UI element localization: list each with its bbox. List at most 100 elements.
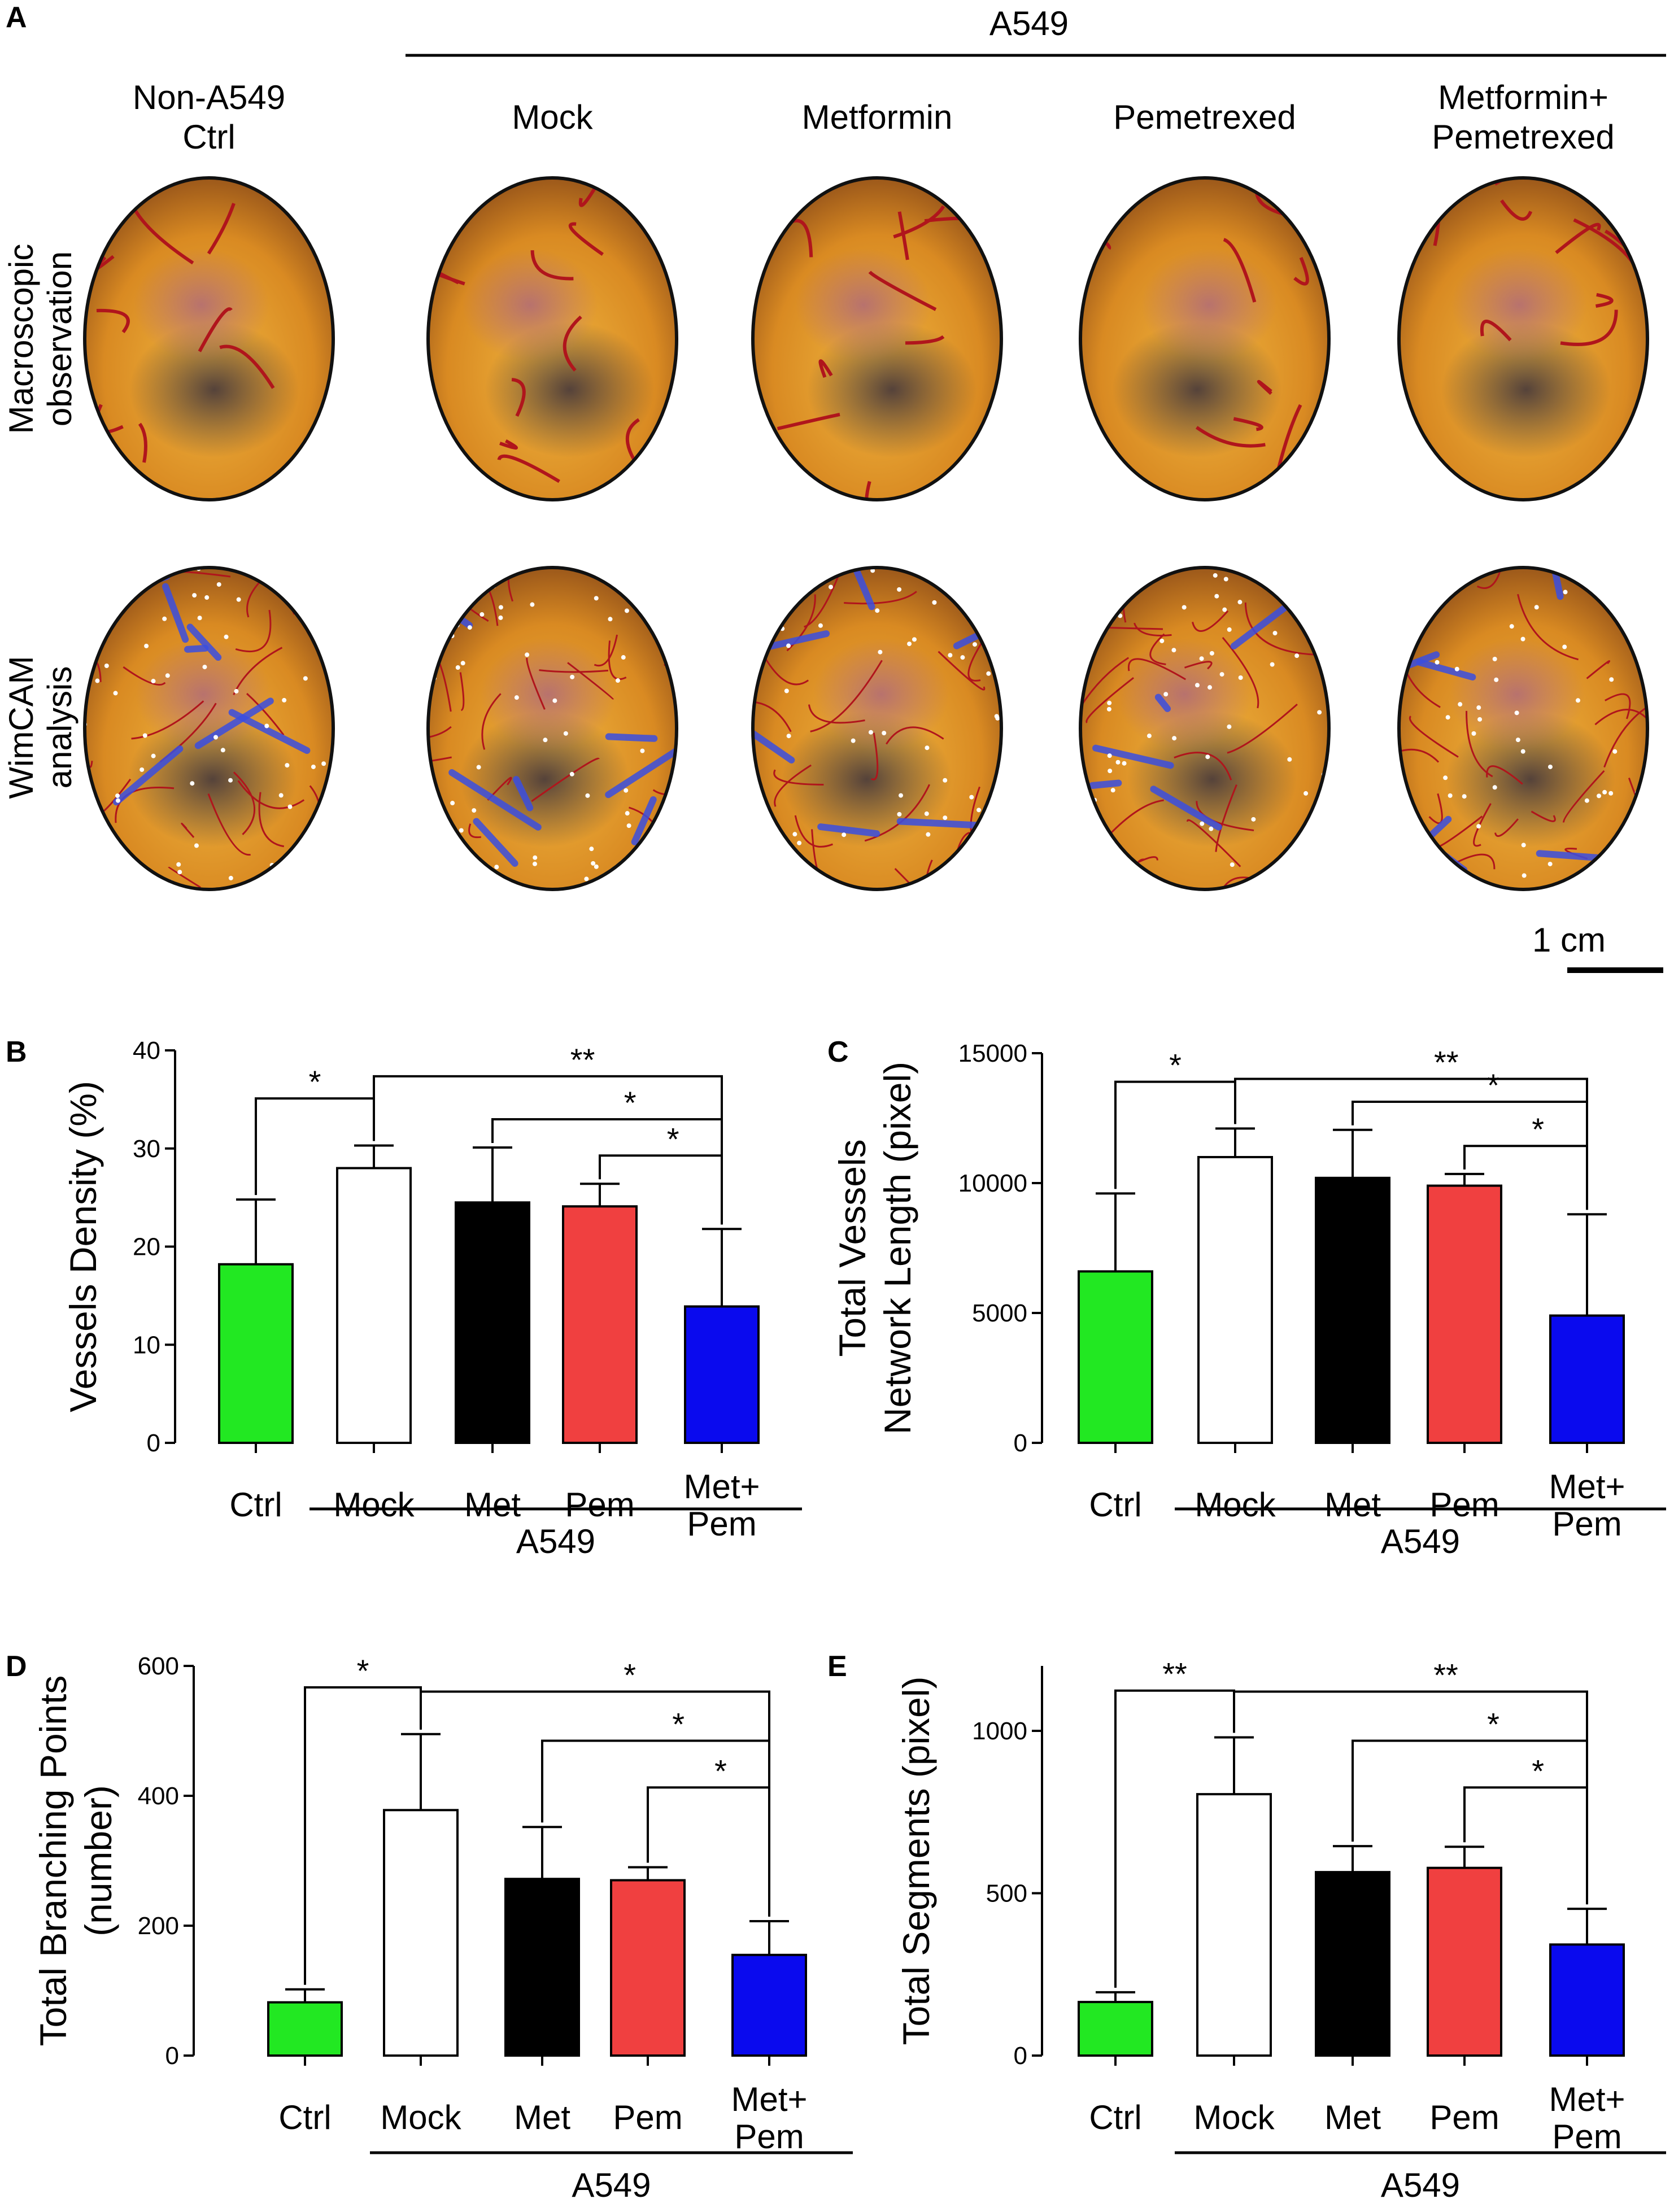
vessel-path — [938, 651, 986, 691]
row-label-wimcam: WimCAM analysis — [2, 656, 79, 799]
photo-outline — [83, 566, 335, 891]
panel-a-letter: A — [6, 1, 27, 34]
vessel-path — [636, 568, 667, 575]
vessel-path — [794, 815, 833, 848]
branch-point-dot — [190, 781, 195, 786]
vessel-path — [1080, 584, 1096, 633]
branch-point-dot — [1471, 731, 1476, 736]
vessel-path — [1080, 568, 1083, 630]
photo-outline — [1397, 566, 1649, 891]
vessel-path — [1184, 661, 1213, 670]
vessel-path — [773, 769, 824, 786]
branch-point-dot — [176, 862, 181, 867]
cam-photo-content — [753, 178, 1001, 500]
cam-photo-content — [1399, 178, 1647, 500]
significance-bracket — [1463, 1145, 1588, 1210]
significance-bracket — [599, 1154, 723, 1225]
branch-point-dot — [282, 697, 287, 703]
vessel-path — [207, 793, 251, 856]
tissue-region — [133, 248, 269, 361]
branch-point-dot — [204, 595, 210, 600]
vessel-path — [235, 609, 272, 653]
photo-outline — [751, 566, 1003, 891]
x-category-label: Ctrl — [1089, 1486, 1141, 1524]
panel-letter-e: E — [827, 1650, 847, 1683]
y-axis-label-line: Total Branching Points — [32, 1676, 74, 2047]
branch-point-dot — [621, 655, 626, 660]
vessel-path — [526, 657, 546, 710]
photo-outline — [1079, 566, 1331, 891]
vessel-path — [1500, 199, 1533, 221]
branch-point-dot — [1521, 843, 1526, 848]
panel-letter-c: C — [827, 1036, 849, 1068]
significance-bracket — [647, 1786, 770, 1917]
branch-point-dot — [948, 653, 953, 658]
x-category-label: Met — [1324, 1486, 1381, 1524]
significance-bracket — [1463, 1786, 1588, 1905]
vessel-path — [1080, 578, 1097, 588]
branch-point-dot — [1199, 656, 1204, 661]
branch-point-dot — [925, 745, 930, 751]
vessel-path — [973, 568, 1001, 584]
vessel-path — [1149, 633, 1166, 665]
bar-pem — [562, 1205, 638, 1444]
y-tick-label: 0 — [147, 1429, 160, 1457]
branch-point-dot — [321, 847, 326, 852]
analysis-vessel-path — [1150, 786, 1222, 831]
analysis-vessel-path — [1089, 779, 1122, 789]
vessel-path — [1476, 568, 1507, 589]
branch-point-dot — [1450, 576, 1455, 581]
vessel-path — [868, 270, 937, 311]
cam-photo-content — [428, 178, 677, 500]
significance-bracket — [1233, 1690, 1588, 1905]
vessel-path — [999, 693, 1001, 718]
cam-photo-metformin-wimcam — [751, 566, 1003, 891]
y-tick-label: 0 — [1014, 2042, 1027, 2070]
branch-point-dot — [234, 689, 239, 694]
x-category-label: Mock — [333, 1486, 415, 1524]
branch-point-dot — [1214, 594, 1219, 599]
branch-point-dot — [552, 698, 557, 703]
y-axis-label-line: Total Segments (pixel) — [895, 1677, 937, 2045]
chart-panel-d: D 0 200 400 600 Total Branching Points (number… — [6, 1650, 853, 2204]
branch-point-dot — [1476, 705, 1481, 710]
vessel-path — [567, 662, 614, 700]
y-axis-label-line: Vessels Density (%) — [62, 1081, 104, 1412]
branch-point-dot — [1107, 700, 1112, 705]
vessel-path — [667, 784, 677, 826]
cam-photo-mock-macroscopic — [426, 176, 678, 501]
branch-point-dot — [626, 823, 631, 828]
vessel-path — [976, 568, 993, 577]
branch-point-dot — [1230, 862, 1235, 867]
branch-point-dot — [514, 695, 519, 700]
vessel-path — [233, 771, 256, 835]
vessel-path — [563, 315, 582, 372]
vessel-path — [1086, 677, 1134, 723]
analysis-vessel-path — [605, 733, 658, 742]
x-category-label: Met — [1324, 2098, 1381, 2136]
panel-letter-d: D — [6, 1650, 27, 1683]
cam-photo-content — [428, 568, 677, 889]
cam-photo-grid — [83, 176, 1649, 891]
photo-outline — [426, 176, 678, 501]
branch-point-dot — [104, 663, 109, 668]
branch-point-dot — [1209, 651, 1214, 656]
branch-point-dot — [1172, 736, 1177, 741]
branch-point-dot — [868, 730, 873, 735]
bar-mock — [383, 1809, 459, 2057]
bar-met — [1315, 1871, 1390, 2057]
branch-point-dot — [1476, 824, 1481, 829]
branch-point-dot — [755, 840, 760, 845]
bar-pem — [1427, 1866, 1502, 2057]
branch-point-dot — [897, 587, 902, 592]
vessel-path — [1277, 178, 1319, 185]
group-label: A549 — [1381, 2166, 1460, 2204]
vessel-path — [893, 205, 945, 239]
branch-point-dot — [1182, 605, 1187, 610]
vessel-path — [1227, 703, 1298, 754]
vessel-path — [507, 568, 540, 602]
x-category-label: Pem — [1552, 2118, 1621, 2156]
bar-ctrl — [218, 1263, 294, 1444]
branch-point-dot — [882, 731, 887, 736]
branch-point-dot — [943, 778, 948, 783]
